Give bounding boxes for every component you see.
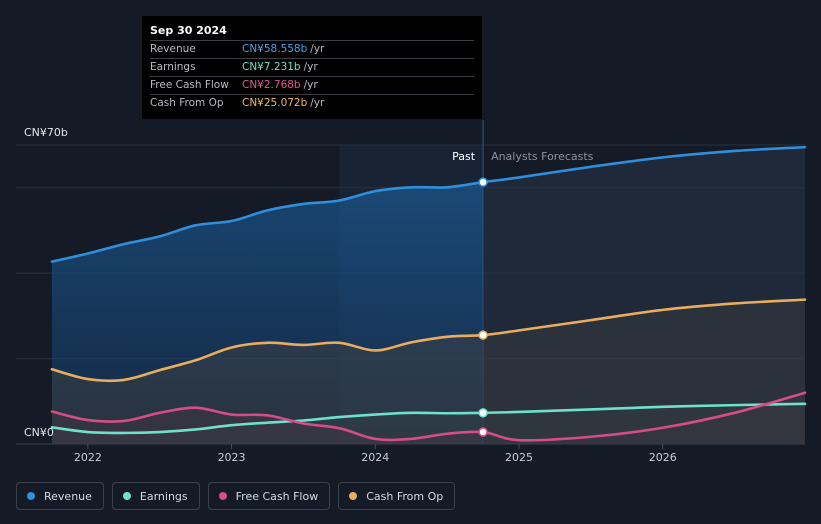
y-axis-bottom-label: CN¥0 xyxy=(24,426,54,439)
past-label: Past xyxy=(452,150,476,163)
tooltip-label: Revenue xyxy=(150,43,196,55)
tooltip-unit: /yr xyxy=(310,97,325,109)
tooltip-label: Earnings xyxy=(150,61,196,73)
legend-label: Revenue xyxy=(44,489,92,503)
axis-labels: CN¥70b CN¥0 2022 2023 2024 2025 2026 Past Analys… xyxy=(24,126,677,464)
tooltip-date: Sep 30 2024 xyxy=(150,24,227,37)
legend-label: Earnings xyxy=(139,489,188,503)
line-revenue xyxy=(50,145,807,263)
legend: Revenue Earnings Free Cash Flow Cash From O… xyxy=(16,482,456,510)
tooltip-value: CN¥7.231b xyxy=(242,61,301,73)
area-forecast-revenue xyxy=(483,147,805,444)
x-tick-label: 2022 xyxy=(74,451,102,464)
marker-earnings xyxy=(478,408,488,418)
legend-dot-icon xyxy=(218,492,227,500)
tooltip: Sep 30 2024 Revenue CN¥58.558b/yr Earnings… xyxy=(142,16,482,119)
split-markers xyxy=(478,177,488,437)
x-tick-label: 2026 xyxy=(649,451,677,464)
legend-dot-icon xyxy=(349,492,358,500)
legend-dot-icon xyxy=(27,492,35,500)
legend-item-revenue[interactable]: Revenue xyxy=(16,482,104,510)
tooltip-unit: /yr xyxy=(303,61,318,73)
line-free-cash-flow xyxy=(50,391,807,442)
tooltip-value: CN¥58.558b xyxy=(242,43,308,55)
legend-dot-icon xyxy=(122,492,131,500)
tooltip-row-revenue: Revenue CN¥58.558b/yr xyxy=(150,40,474,58)
tooltip-row-cash-from-op: Cash From Op CN¥25.072b/yr xyxy=(150,94,474,112)
tooltip-row-free-cash-flow: Free Cash Flow CN¥2.768b/yr xyxy=(150,76,474,94)
x-tick-label: 2023 xyxy=(218,451,246,464)
area-forecast-earnings xyxy=(483,403,805,444)
marker-revenue xyxy=(478,177,488,187)
area-past-earnings xyxy=(51,412,484,444)
tooltip-label: Free Cash Flow xyxy=(150,79,229,91)
tooltip-unit: /yr xyxy=(303,79,318,91)
series-areas xyxy=(51,147,805,444)
tooltip-value: CN¥2.768b xyxy=(242,79,301,91)
legend-item-cash-from-op[interactable]: Cash From Op xyxy=(338,482,456,510)
tooltip-value: CN¥25.072b xyxy=(242,97,308,109)
legend-label: Free Cash Flow xyxy=(235,489,319,503)
x-tick-label: 2025 xyxy=(505,451,533,464)
marker-free-cash-flow xyxy=(478,427,488,437)
series-lines xyxy=(50,145,807,442)
area-forecast-cash-from-op xyxy=(483,299,805,444)
tooltip-label: Cash From Op xyxy=(150,97,224,109)
y-axis-top-label: CN¥70b xyxy=(24,126,68,139)
tooltip-row-earnings: Earnings CN¥7.231b/yr xyxy=(150,58,474,76)
line-cash-from-op xyxy=(50,298,807,383)
area-past-revenue xyxy=(51,182,484,444)
tooltip-unit: /yr xyxy=(310,43,325,55)
forecast-label: Analysts Forecasts xyxy=(491,150,594,163)
area-past-free-cash-flow xyxy=(51,407,484,444)
legend-item-earnings[interactable]: Earnings xyxy=(111,482,200,510)
marker-cash-from-op xyxy=(478,330,488,340)
legend-label: Cash From Op xyxy=(366,489,444,503)
x-tick-label: 2024 xyxy=(361,451,389,464)
legend-item-free-cash-flow[interactable]: Free Cash Flow xyxy=(207,482,331,510)
area-forecast-free-cash-flow xyxy=(483,392,805,444)
line-earnings xyxy=(50,402,807,435)
area-past-cash-from-op xyxy=(51,335,484,444)
